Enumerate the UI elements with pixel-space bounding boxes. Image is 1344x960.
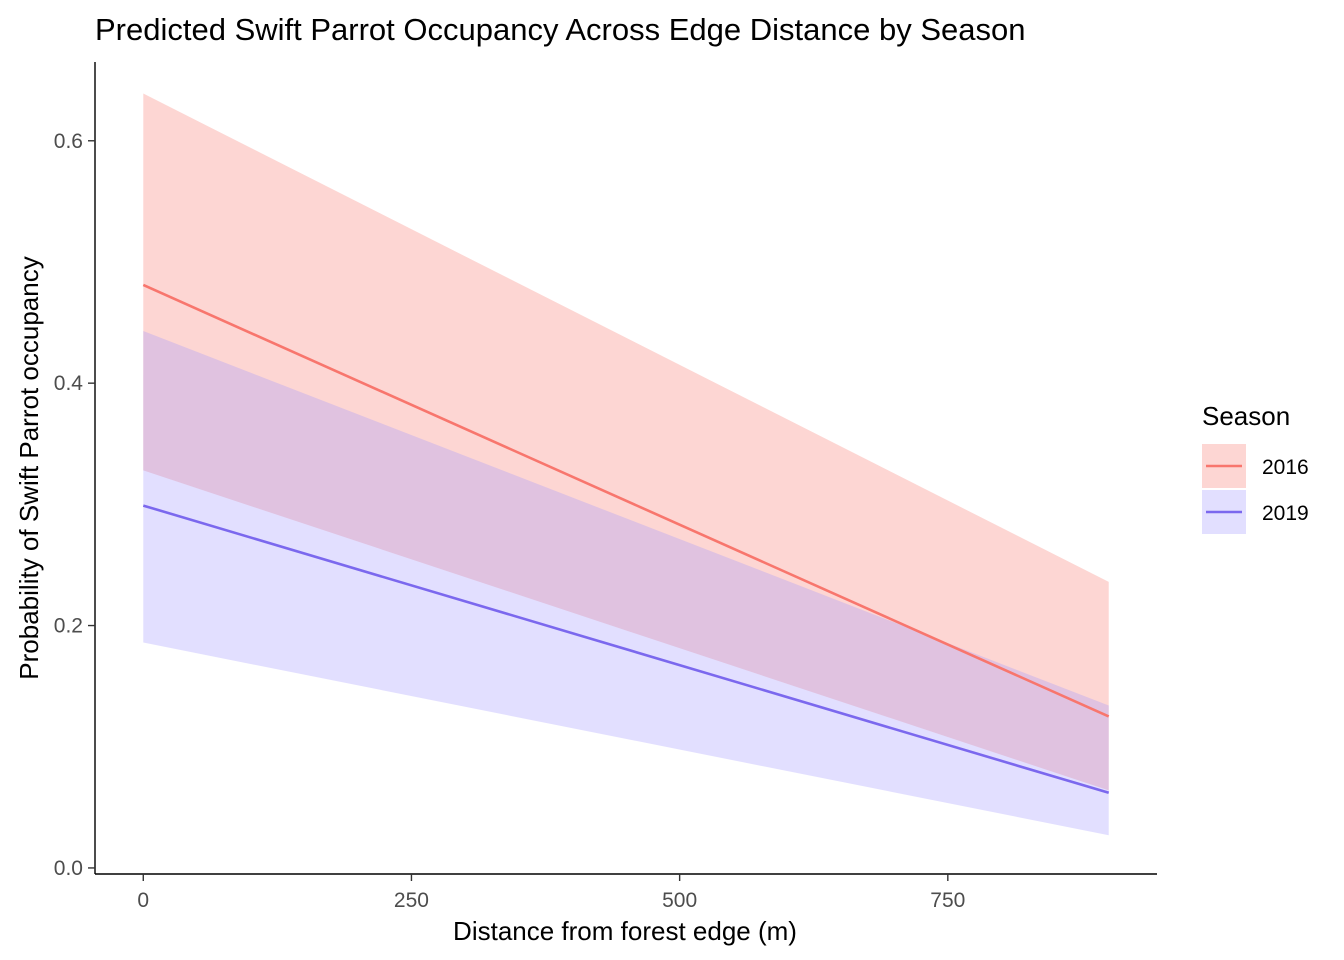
legend-label-2019: 2019 [1262,502,1309,525]
y-tick-label: 0.0 [54,857,83,880]
x-tick-label: 500 [662,889,697,912]
y-tick-label: 0.4 [54,372,84,395]
chart-title: Predicted Swift Parrot Occupancy Across … [95,12,1025,47]
legend-title: Season [1202,401,1290,431]
x-tick-label: 750 [930,889,965,912]
y-ticks: 0.0 0.2 0.4 0.6 [54,130,95,880]
series-lines [142,283,1110,795]
series-line-2016 [142,283,1110,718]
y-tick-label: 0.2 [54,615,83,638]
ribbon-2016 [143,93,1109,791]
x-axis-label: Distance from forest edge (m) [453,916,797,946]
series-line-2019 [142,504,1110,795]
legend-label-2016: 2016 [1262,456,1309,479]
axes [94,62,1157,875]
y-axis-label: Probability of Swift Parrot occupancy [14,256,44,679]
y-tick-label: 0.6 [54,130,83,153]
legend: Season 2016 2019 [1202,401,1309,534]
ribbons [143,93,1109,836]
x-ticks: 0 250 500 750 [137,874,965,912]
x-tick-label: 250 [394,889,429,912]
x-tick-label: 0 [137,889,149,912]
ribbon-2019 [143,331,1109,836]
